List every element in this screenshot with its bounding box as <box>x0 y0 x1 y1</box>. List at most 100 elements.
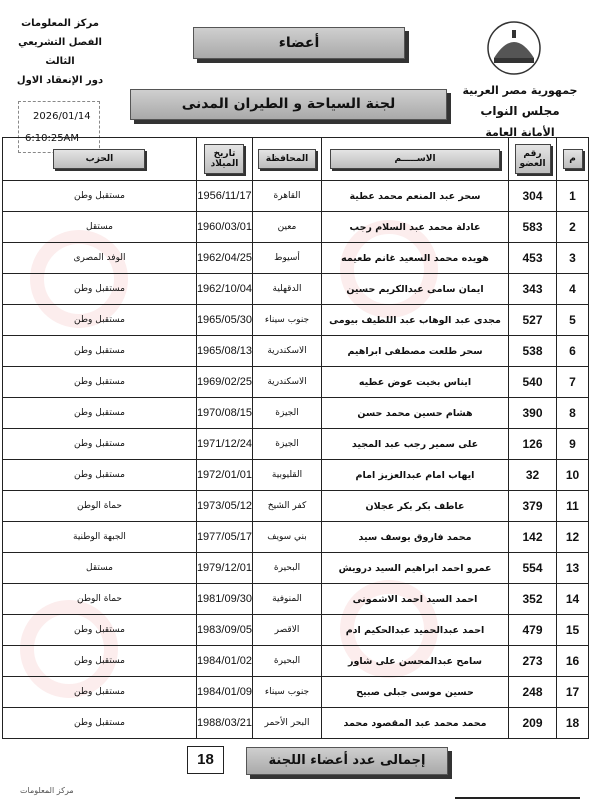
member-number: 479 <box>508 614 557 646</box>
row-index: 8 <box>556 397 589 429</box>
governorate: الجيزة <box>252 397 322 429</box>
party: مستقبل وطن <box>2 273 197 305</box>
member-number: 352 <box>508 583 557 615</box>
row-index: 3 <box>556 242 589 274</box>
member-number: 126 <box>508 428 557 460</box>
info-center-block: مركز المعلومات الفصل التشريعي الثالث دور… <box>5 14 115 90</box>
print-date: 2026/01/14 <box>33 111 91 122</box>
row-index: 15 <box>556 614 589 646</box>
member-name: ايمان سامى عبدالكريم حسين <box>321 273 509 305</box>
member-number: 453 <box>508 242 557 274</box>
footer-source: مركز المعلومات <box>20 786 74 795</box>
party: مستقبل وطن <box>2 459 197 491</box>
party: حماة الوطن <box>2 490 197 522</box>
column-header-birth: تاريخ الميلاد <box>195 137 254 181</box>
member-number: 248 <box>508 676 557 708</box>
member-name: احمد عبدالحميد عبدالحكيم ادم <box>321 614 509 646</box>
birth-date: 1965/05/30 <box>195 304 254 336</box>
birth-date: 1962/10/04 <box>195 273 254 305</box>
row-index: 6 <box>556 335 589 367</box>
member-number: 209 <box>508 707 557 739</box>
birth-date: 1981/09/30 <box>195 583 254 615</box>
member-number: 527 <box>508 304 557 336</box>
institution-line: مجلس النواب <box>480 104 560 118</box>
table-row: 13 554 عمرو احمد ابراهيم السيد درويش البحير… <box>2 552 589 584</box>
party: مستقل <box>2 211 197 243</box>
column-header-party: الحزب <box>2 137 197 181</box>
birth-date: 1970/08/15 <box>195 397 254 429</box>
table-row: 10 32 ايهاب امام عبدالعزيز امام القليوبية 19… <box>2 459 589 491</box>
governorate: البحيرة <box>252 552 322 584</box>
party: الجبهة الوطنية <box>2 521 197 553</box>
member-name: محمد محمد عبد المقصود محمد <box>321 707 509 739</box>
member-number: 538 <box>508 335 557 367</box>
governorate: الاقصر <box>252 614 322 646</box>
table-row: 5 527 مجدى عبد الوهاب عبد اللطيف بيومى جنوب… <box>2 304 589 336</box>
party: حماة الوطن <box>2 583 197 615</box>
table-row: 2 583 عادلة محمد عبد السلام رجب معين 1960/03… <box>2 211 589 243</box>
member-name: على سمير رجب عبد المجيد <box>321 428 509 460</box>
party: مستقبل وطن <box>2 428 197 460</box>
governorate: الاسكندرية <box>252 366 322 398</box>
member-name: عادلة محمد عبد السلام رجب <box>321 211 509 243</box>
member-name: ايناس بخيت عوض عطيه <box>321 366 509 398</box>
birth-date: 1988/03/21 <box>195 707 254 739</box>
governorate: القليوبية <box>252 459 322 491</box>
row-index: 5 <box>556 304 589 336</box>
members-table: م رقم العضو الاســـــم المحافظة تاريخ ال… <box>2 137 589 739</box>
info-line: مركز المعلومات <box>21 18 99 29</box>
member-number: 32 <box>508 459 557 491</box>
info-line: دور الإنعقاد الاول <box>16 75 104 86</box>
governorate: بني سويف <box>252 521 322 553</box>
member-name: مجدى عبد الوهاب عبد اللطيف بيومى <box>321 304 509 336</box>
party: مستقبل وطن <box>2 366 197 398</box>
row-index: 13 <box>556 552 589 584</box>
row-index: 4 <box>556 273 589 305</box>
party: مستقبل وطن <box>2 304 197 336</box>
governorate: الاسكندرية <box>252 335 322 367</box>
birth-date: 1979/12/01 <box>195 552 254 584</box>
table-row: 7 540 ايناس بخيت عوض عطيه الاسكندرية 1969/02… <box>2 366 589 398</box>
member-number: 273 <box>508 645 557 677</box>
party: مستقبل وطن <box>2 645 197 677</box>
governorate: الجيزة <box>252 428 322 460</box>
birth-date: 1962/04/25 <box>195 242 254 274</box>
member-name: هشام حسين محمد حسن <box>321 397 509 429</box>
party: مستقبل وطن <box>2 335 197 367</box>
institution-block: جمهورية مصر العربية مجلس النواب الأمانة … <box>455 80 585 143</box>
governorate: جنوب سيناء <box>252 676 322 708</box>
institution-line: جمهورية مصر العربية <box>462 84 578 97</box>
table-row: 6 538 سحر طلعت مصطفى ابراهيم الاسكندرية 1965… <box>2 335 589 367</box>
row-index: 16 <box>556 645 589 677</box>
info-line: الفصل التشريعي الثالث <box>18 37 102 67</box>
member-number: 343 <box>508 273 557 305</box>
total-members-count: 18 <box>187 746 224 774</box>
member-name: هويده محمد السعيد غانم طعيمه <box>321 242 509 274</box>
birth-date: 1956/11/17 <box>195 180 254 212</box>
birth-date: 1984/01/09 <box>195 676 254 708</box>
column-header-name: الاســـــم <box>321 137 509 181</box>
table-row: 4 343 ايمان سامى عبدالكريم حسين الدقهلية 196… <box>2 273 589 305</box>
party: مستقبل وطن <box>2 614 197 646</box>
table-row: 8 390 هشام حسين محمد حسن الجيزة 1970/08/15 مس… <box>2 397 589 429</box>
governorate: البحر الأحمر <box>252 707 322 739</box>
parliament-dome-icon <box>487 21 541 75</box>
row-index: 11 <box>556 490 589 522</box>
row-index: 7 <box>556 366 589 398</box>
table-row: 18 209 محمد محمد عبد المقصود محمد البحر الأ… <box>2 707 589 739</box>
row-index: 18 <box>556 707 589 739</box>
row-index: 1 <box>556 180 589 212</box>
member-number: 379 <box>508 490 557 522</box>
member-number: 583 <box>508 211 557 243</box>
table-row: 16 273 سامح عبدالمحسن على شاور البحيرة 1984/… <box>2 645 589 677</box>
governorate: كفر الشيخ <box>252 490 322 522</box>
committee-title: لجنة السياحة و الطيران المدنى <box>130 89 447 120</box>
birth-date: 1965/08/13 <box>195 335 254 367</box>
governorate: البحيرة <box>252 645 322 677</box>
member-number: 304 <box>508 180 557 212</box>
member-name: محمد فاروق يوسف سيد <box>321 521 509 553</box>
party: مستقبل وطن <box>2 397 197 429</box>
row-index: 17 <box>556 676 589 708</box>
table-row: 14 352 احمد السيد احمد الاشمونى المنوفية 198… <box>2 583 589 615</box>
governorate: معين <box>252 211 322 243</box>
